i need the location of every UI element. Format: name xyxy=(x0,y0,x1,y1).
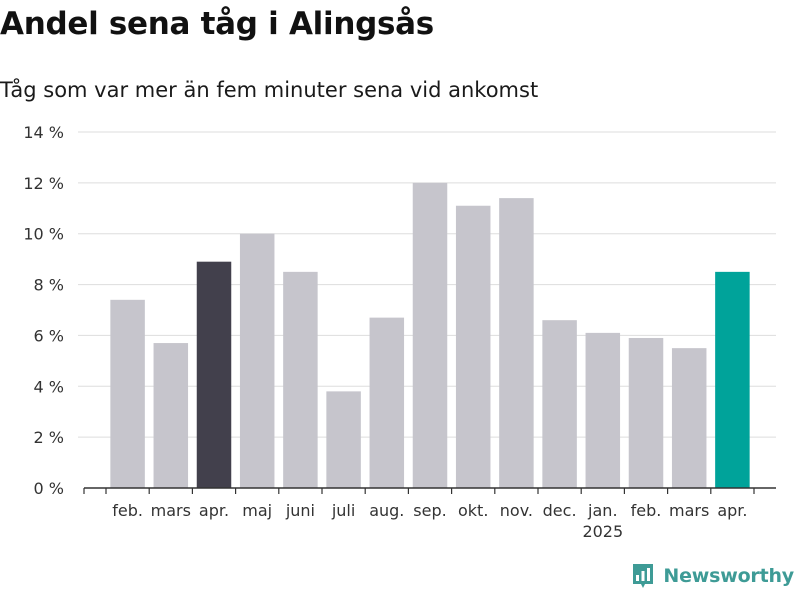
y-tick-label: 2 % xyxy=(34,428,64,447)
x-tick-label: juli xyxy=(331,501,355,520)
bars xyxy=(110,182,750,488)
bar-14 xyxy=(671,348,707,488)
bar-chart: 0 % 2 % 4 % 6 % 8 % 10 % 12 % 14 % feb. mars apr.… xyxy=(23,123,776,541)
y-tick-label: 14 % xyxy=(23,123,64,142)
x-tick-label: juni xyxy=(285,501,315,520)
x-axis-ticks xyxy=(83,488,755,494)
bar-10 xyxy=(499,198,534,488)
x-tick-label: dec. xyxy=(543,501,577,520)
x-tick-label: feb. xyxy=(631,501,662,520)
bar-5 xyxy=(283,271,318,488)
x-tick-label: feb. xyxy=(112,501,143,520)
x-tick-label: mars xyxy=(669,501,709,520)
x-tick-label: aug. xyxy=(369,501,404,520)
x-tick-label: nov. xyxy=(500,501,533,520)
x-axis-tick-labels: feb. mars apr. maj juni juli aug. sep. okt. nov. d… xyxy=(112,501,747,541)
y-tick-label: 10 % xyxy=(23,225,64,244)
x-tick-label: mars xyxy=(151,501,191,520)
x-tick-label: apr. xyxy=(717,501,747,520)
x-tick-label: sep. xyxy=(413,501,446,520)
y-tick-label: 0 % xyxy=(34,479,64,498)
chart-subtitle: Tåg som var mer än fem minuter sena vid … xyxy=(0,78,539,102)
newsworthy-logo-icon xyxy=(633,564,654,588)
chart-title: Andel sena tåg i Alingsås xyxy=(0,6,434,42)
y-tick-label: 12 % xyxy=(23,174,64,193)
y-axis-tick-labels: 0 % 2 % 4 % 6 % 8 % 10 % 12 % 14 % xyxy=(23,123,64,498)
brand-logo: Newsworthy xyxy=(631,562,794,590)
x-tick-label: apr. xyxy=(199,501,229,520)
bar-1 xyxy=(110,299,145,488)
bar-4 xyxy=(239,233,275,488)
bar-7 xyxy=(369,317,405,488)
y-tick-label: 4 % xyxy=(34,377,64,396)
bar-6 xyxy=(326,391,361,488)
bar-11 xyxy=(542,320,577,488)
bar-8 xyxy=(412,182,448,488)
bar-15 xyxy=(715,271,750,488)
x-tick-label: jan. xyxy=(587,501,617,520)
brand-name: Newsworthy xyxy=(663,565,794,587)
x-tick-label: maj xyxy=(242,501,272,520)
bar-12 xyxy=(585,332,621,488)
x-tick-year-label: 2025 xyxy=(582,522,623,541)
bar-2 xyxy=(153,343,189,488)
bar-13 xyxy=(628,337,664,488)
x-tick-label: okt. xyxy=(458,501,488,520)
y-tick-label: 8 % xyxy=(34,276,64,295)
bar-9 xyxy=(455,205,491,488)
y-tick-label: 6 % xyxy=(34,326,64,345)
bar-3 xyxy=(196,261,232,488)
